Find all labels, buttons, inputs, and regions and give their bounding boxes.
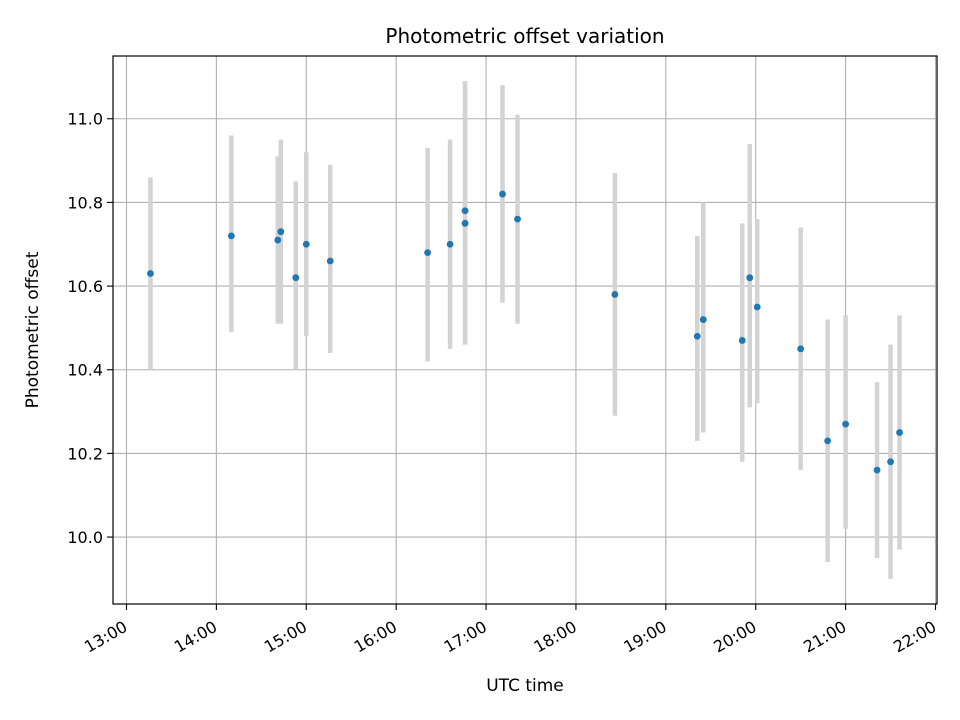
y-tick-label: 10.0	[67, 528, 103, 547]
y-tick-label: 10.6	[67, 277, 103, 296]
data-point	[896, 429, 903, 436]
data-point	[274, 236, 282, 244]
data-point	[514, 215, 521, 223]
x-axis-label: UTC time	[486, 676, 564, 696]
y-axis-ticks: 10.0 10.2 10.4 10.6 10.8 11.0	[67, 110, 113, 547]
y-tick-label: 10.2	[67, 444, 103, 463]
data-point	[424, 249, 432, 257]
data-point	[227, 232, 235, 240]
data-point	[746, 274, 754, 282]
data-point	[277, 228, 285, 236]
data-point	[461, 219, 469, 227]
y-axis-label: Photometric offset	[23, 251, 43, 408]
plot-frame	[112, 55, 938, 605]
data-point	[147, 270, 154, 277]
y-tick-label: 11.0	[67, 110, 103, 129]
point-layer	[147, 190, 903, 474]
data-point	[302, 240, 310, 248]
data-point	[873, 466, 881, 474]
data-point	[753, 303, 761, 311]
data-point	[699, 316, 707, 323]
data-point	[461, 207, 469, 215]
data-point	[887, 458, 894, 466]
data-point	[292, 274, 300, 282]
data-point	[824, 437, 832, 445]
data-point	[693, 332, 701, 340]
data-point	[611, 291, 619, 298]
data-point	[446, 240, 454, 248]
chart-title: Photometric offset variation	[385, 24, 664, 48]
data-point	[842, 420, 850, 428]
data-point	[797, 345, 805, 353]
data-point	[499, 190, 506, 198]
data-point	[738, 337, 746, 344]
y-tick-label: 10.4	[67, 361, 103, 380]
y-tick-label: 10.8	[67, 193, 103, 212]
data-point	[326, 257, 334, 265]
